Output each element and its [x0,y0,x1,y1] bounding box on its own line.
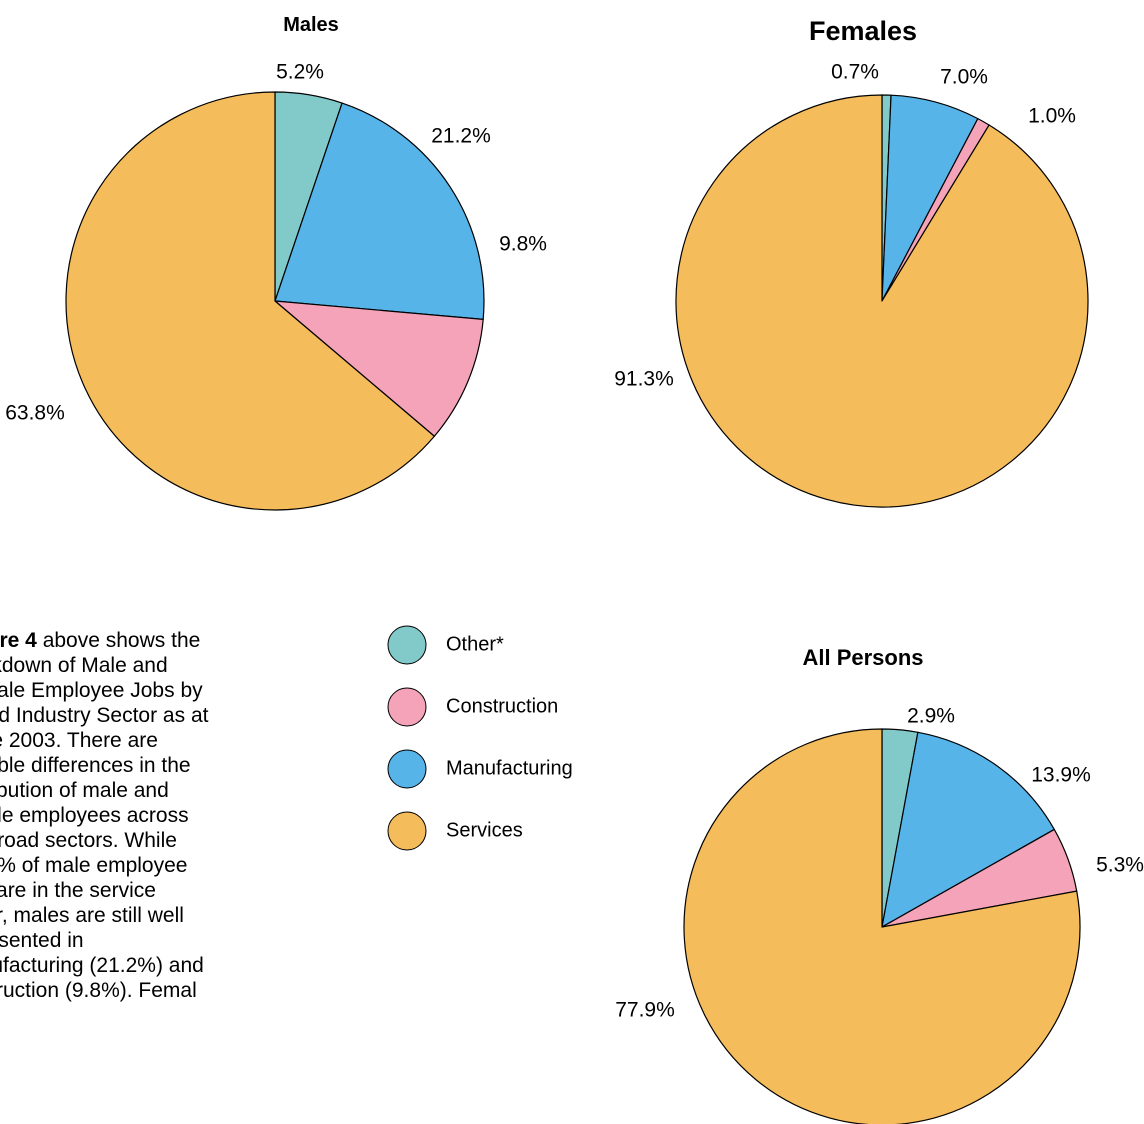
body-line-6: stribution of male and [0,779,169,802]
body-line-12: presented in [0,929,84,952]
body-line-0: above shows the [42,629,201,652]
pie-slice-males-services [65,91,435,511]
slice-label-males-construction: 9.8% [499,233,547,256]
chart-title-males: Males [283,14,339,36]
body-line-7: male employees across [0,804,189,827]
chart-title-females: Females [809,16,917,46]
pie-slice-all-persons-manufacturing [881,731,1055,928]
legend-label-services: Services [446,819,523,841]
slice-label-males-services: 63.8% [5,402,65,425]
body-text: igure 4 above shows theeakdown of Male a… [0,628,328,1003]
body-line-13: anufacturing (21.2%) and [0,954,204,977]
legend-swatch-manufacturing [387,749,427,789]
slice-label-males-other: 5.2% [276,61,324,84]
pie-slice-males-construction [274,300,484,437]
slice-label-females-construction: 1.0% [1028,105,1076,128]
body-line-9: 3.8% of male employee [0,854,188,877]
legend-swatch-construction [387,687,427,727]
pie-slice-females-services [675,94,1089,508]
pie-slice-males-manufacturing [274,102,485,320]
body-line-4: une 2003. There are [0,729,158,752]
chart-title-all-persons: All Persons [802,645,923,670]
slice-label-females-other: 0.7% [831,61,879,84]
slice-label-all-persons-manufacturing: 13.9% [1031,764,1091,787]
slice-label-all-persons-other: 2.9% [907,705,955,728]
body-line-11: ctor, males are still well [0,904,184,927]
legend-label-other: Other* [446,633,504,655]
legend-swatch-services [387,811,427,851]
body-line-2: emale Employee Jobs by [0,679,203,702]
pie-males: 5.2% 21.2% 9.8% 63.8% [5,61,547,511]
slice-label-females-services: 91.3% [614,368,674,391]
pie-slice-all-persons-services [683,728,1081,1124]
slice-label-females-manufacturing: 7.0% [940,66,988,89]
legend-label-construction: Construction [446,695,558,717]
pie-all-persons: 2.9% 13.9% 5.3% 77.9% [615,705,1144,1124]
body-line-1: eakdown of Male and [0,654,168,677]
slice-label-all-persons-construction: 5.3% [1096,854,1144,877]
figure-reference: igure 4 [0,629,37,652]
body-line-8: e broad sectors. While [0,829,177,852]
slice-label-all-persons-services: 77.9% [615,999,675,1022]
legend: Other* Construction Manufacturing Services [387,625,573,851]
slice-label-males-manufacturing: 21.2% [431,125,491,148]
body-line-14: nstruction (9.8%). Femal [0,979,197,1002]
legend-label-manufacturing: Manufacturing [446,757,573,779]
body-line-10: bs are in the service [0,879,156,902]
body-line-5: otable differences in the [0,754,191,777]
legend-swatch-other [387,625,427,665]
body-line-3: road Industry Sector as at [0,704,209,727]
pie-females: 0.7% 7.0% 1.0% 91.3% [614,61,1089,508]
